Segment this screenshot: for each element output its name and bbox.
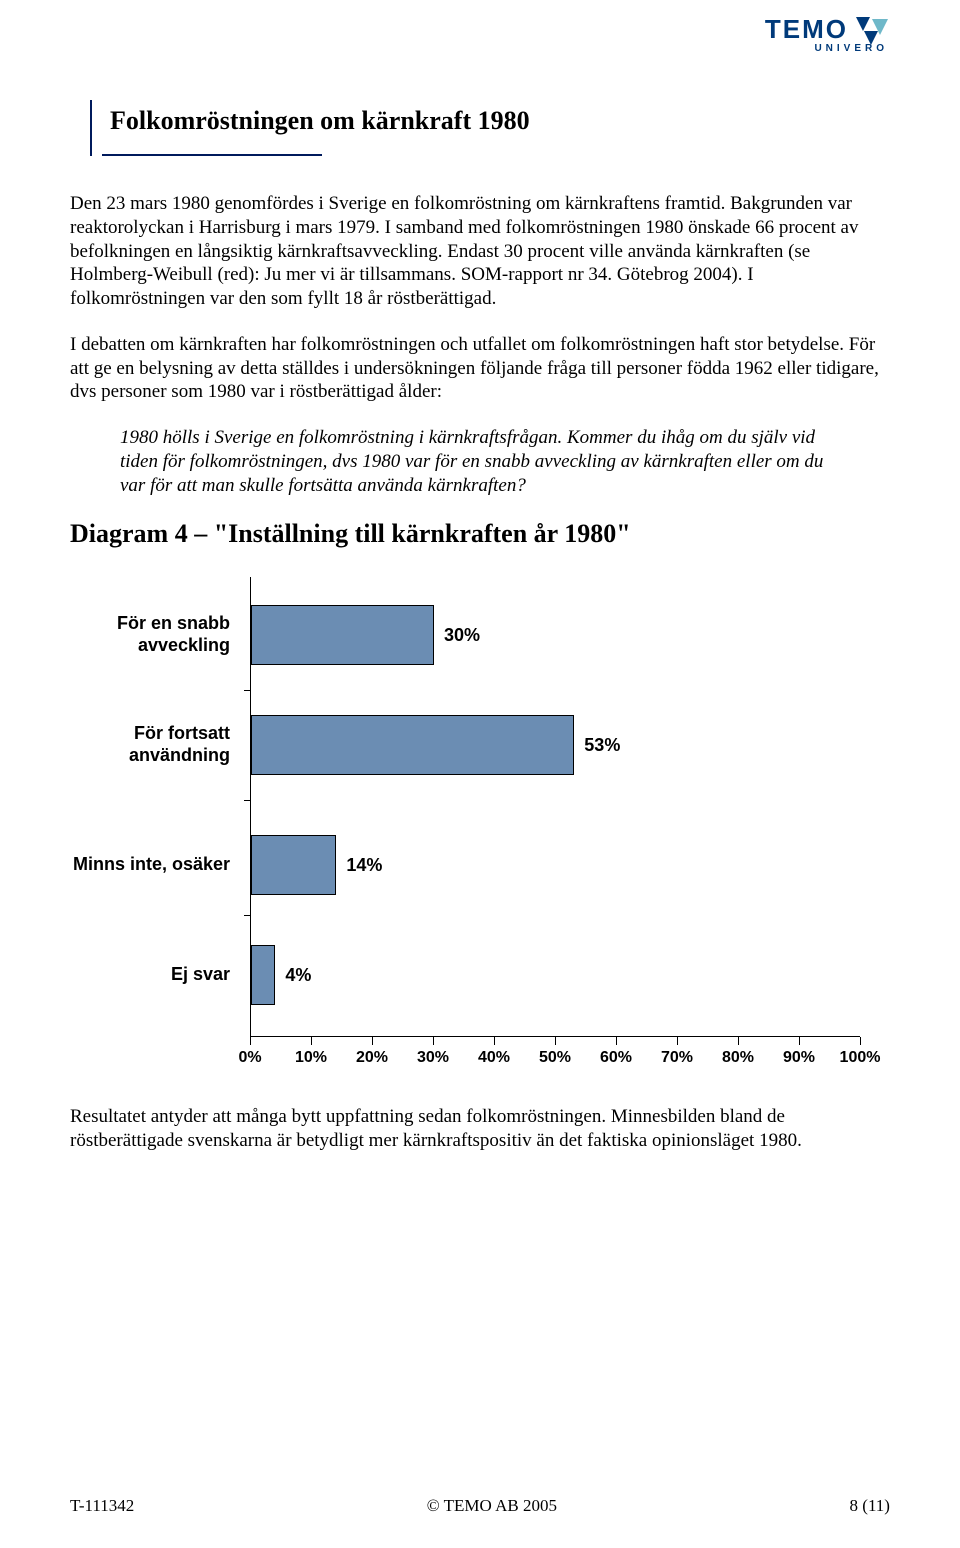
y-minor-tick [244,690,250,691]
footer-left: T-111342 [70,1496,134,1516]
footer-right: 8 (11) [850,1496,890,1516]
x-tick [494,1037,495,1045]
x-tick-label: 70% [661,1049,693,1067]
bar-chart: 30% 53% 14% 4% För en snabbavveckling För fo… [50,577,870,1097]
title-rule [102,154,322,156]
x-tick-label: 40% [478,1049,510,1067]
bar [251,945,275,1005]
footer-center: © TEMO AB 2005 [427,1496,557,1516]
x-tick [372,1037,373,1045]
x-tick-label: 0% [238,1049,261,1067]
x-tick-label: 10% [295,1049,327,1067]
x-tick-label: 30% [417,1049,449,1067]
category-label: Minns inte, osäker [50,854,240,876]
paragraph-1: Den 23 mars 1980 genomfördes i Sverige e… [70,192,890,311]
category-label: För en snabbavveckling [50,613,240,656]
bar [251,715,574,775]
bar-value-label: 53% [584,735,620,756]
survey-question-quote: 1980 hölls i Sverige en folkomröstning i… [120,426,840,497]
x-tick [860,1037,861,1045]
chart-plot-area: 30% 53% 14% 4% [250,577,860,1037]
x-tick-label: 80% [722,1049,754,1067]
paragraph-2: I debatten om kärnkraften har folkomröst… [70,333,890,404]
y-minor-tick [244,915,250,916]
logo-icon [854,15,890,45]
section-title: Folkomröstningen om kärnkraft 1980 [102,100,890,150]
bar-row: 53% [251,715,620,775]
x-tick [677,1037,678,1045]
section-title-block: Folkomröstningen om kärnkraft 1980 [90,100,890,156]
x-tick-label: 60% [600,1049,632,1067]
bar-value-label: 4% [285,965,311,986]
logo-text: TEMO [765,14,848,45]
x-tick [250,1037,251,1045]
x-tick [799,1037,800,1045]
x-tick-label: 90% [783,1049,815,1067]
diagram-title: Diagram 4 – "Inställning till kärnkrafte… [70,519,890,549]
bar-row: 14% [251,835,382,895]
x-tick-label: 50% [539,1049,571,1067]
category-label: Ej svar [50,964,240,986]
x-tick [738,1037,739,1045]
x-tick [616,1037,617,1045]
y-minor-tick [244,800,250,801]
bar-row: 4% [251,945,311,1005]
bar [251,605,434,665]
bar-value-label: 30% [444,625,480,646]
x-tick [433,1037,434,1045]
x-tick-label: 100% [840,1049,881,1067]
bar [251,835,336,895]
bar-row: 30% [251,605,480,665]
result-paragraph: Resultatet antyder att många bytt uppfat… [70,1105,890,1153]
x-tick [311,1037,312,1045]
page-footer: T-111342 © TEMO AB 2005 8 (11) [70,1496,890,1516]
category-label: För fortsattanvändning [50,723,240,766]
x-tick-label: 20% [356,1049,388,1067]
bar-value-label: 14% [346,855,382,876]
brand-logo: TEMO UNIVERO [765,14,890,54]
x-tick [555,1037,556,1045]
